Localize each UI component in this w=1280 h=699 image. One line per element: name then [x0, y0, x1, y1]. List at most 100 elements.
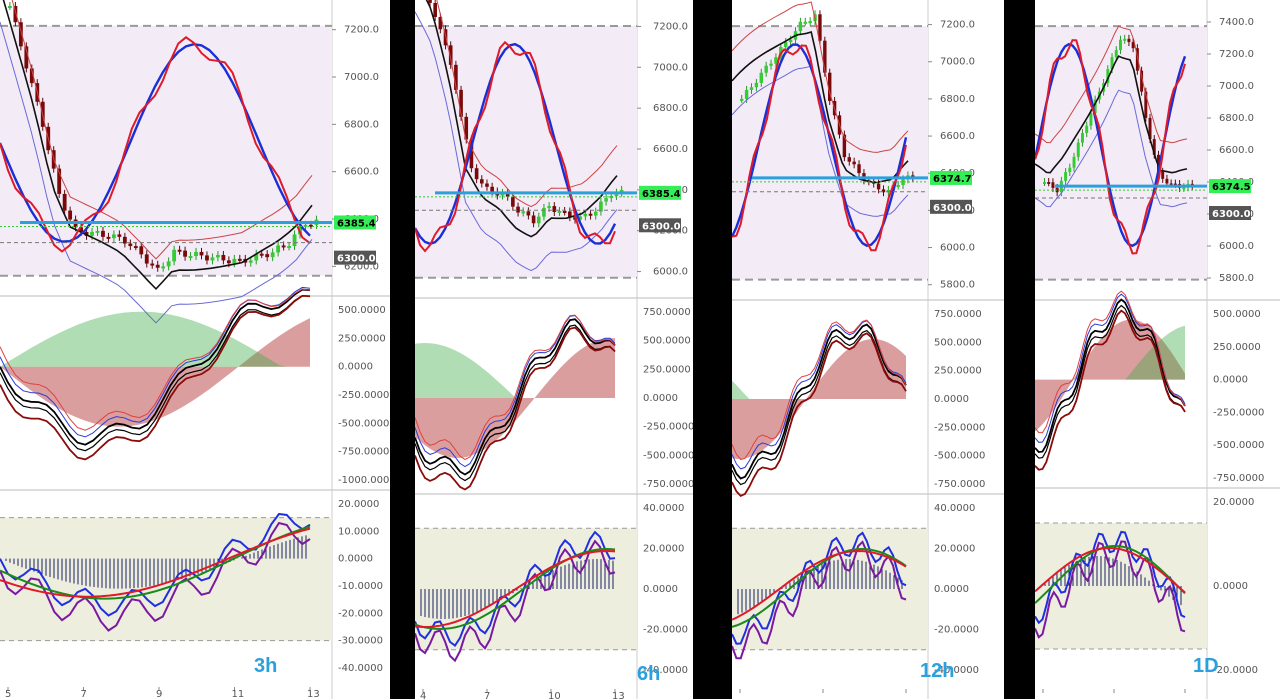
osc-green-line — [415, 547, 616, 631]
candle-body — [490, 186, 494, 192]
current-price-box — [930, 170, 972, 185]
candle-body — [1131, 42, 1135, 49]
candle-body — [79, 227, 83, 233]
macd-signal-line — [415, 324, 616, 482]
macd-tick-label: 250.0000 — [643, 364, 691, 375]
candle-body — [454, 64, 458, 90]
macd-tick-label: -500.0000 — [934, 451, 985, 462]
timeframe-label: 3h — [254, 655, 278, 677]
osc-blue-line — [1035, 530, 1186, 625]
candle-body — [479, 179, 484, 184]
candle-body — [101, 230, 105, 237]
candle-body — [542, 207, 546, 217]
chart-panel-6h: 7200.07000.06800.06600.06400.06200.06000… — [415, 0, 693, 699]
candle-body — [166, 261, 171, 267]
candle-body — [1140, 70, 1144, 92]
candle-body — [161, 266, 166, 269]
osc-blue-line — [732, 531, 907, 645]
candle-body — [1093, 99, 1097, 114]
macd-tick-label: -750.0000 — [643, 479, 693, 490]
candle-body — [221, 254, 226, 261]
macd-tick-label: -500.0000 — [338, 418, 389, 429]
moving-average-line — [1035, 55, 1188, 174]
macd-red-line — [1035, 290, 1186, 434]
candle-body — [754, 82, 759, 88]
oscillator-blue-line — [732, 43, 908, 247]
osc-tick-label: 40.0000 — [934, 503, 975, 514]
osc-tick-label: 0.0000 — [1213, 581, 1248, 592]
candle-body — [578, 216, 583, 220]
candle-body — [144, 254, 149, 264]
candle-body — [199, 251, 204, 256]
candle-body — [886, 189, 891, 193]
candle-body — [842, 134, 847, 158]
candle-body — [459, 89, 463, 117]
moving-average-line — [2, 0, 313, 291]
price-tick-label: 6000.0 — [653, 267, 688, 278]
osc-tick-label: 20.0000 — [1213, 497, 1254, 508]
chart-svg-1D: 7400.07200.07000.06800.06600.06400.06200… — [1035, 0, 1280, 699]
macd-tick-label: -250.0000 — [643, 422, 693, 433]
candle-body — [1076, 142, 1080, 157]
candle-body — [8, 6, 12, 8]
x-tick-label: 9 — [156, 689, 162, 699]
osc-tick-label: 20.0000 — [934, 544, 975, 555]
candle-body — [1114, 50, 1118, 58]
candle-body — [188, 256, 193, 259]
price-tick-label: 6000.0 — [940, 243, 975, 254]
candle-body — [155, 264, 160, 268]
level-box — [930, 199, 972, 214]
timeframe-label: 12h — [920, 660, 955, 682]
osc-tick-label: -10.0000 — [338, 581, 383, 592]
osc-tick-label: -20.0000 — [934, 625, 979, 636]
candle-body — [505, 192, 510, 197]
price-tick-label: 6600.0 — [940, 131, 975, 142]
candle-body — [205, 255, 209, 261]
candle-body — [18, 22, 23, 47]
candle-body — [24, 46, 29, 69]
osc-red-line — [732, 549, 907, 621]
chart-svg-12h: 7200.07000.06800.06600.06400.06200.06000… — [732, 0, 1004, 699]
macd-tick-label: 0.0000 — [338, 362, 373, 373]
macd-tick-label: -500.0000 — [643, 450, 693, 461]
osc-tick-label: -40.0000 — [643, 665, 688, 676]
channel-band — [1035, 26, 1207, 280]
macd-tick-label: 0.0000 — [643, 393, 678, 404]
candle-body — [433, 2, 437, 17]
candle-body — [1144, 91, 1148, 118]
price-tick-label: 6800.0 — [940, 94, 975, 105]
osc-tick-label: -20.0000 — [338, 608, 383, 619]
current-price-label: 6385.4 — [337, 218, 376, 229]
candle-body — [1161, 171, 1165, 179]
candle-body — [901, 179, 905, 185]
timeframe-label: 6h — [637, 663, 661, 685]
candle-body — [139, 246, 144, 255]
macd-red-line — [732, 319, 907, 461]
candle-body — [281, 245, 286, 248]
x-tick-label: 11 — [232, 689, 245, 699]
candle-body — [808, 21, 812, 24]
macd-tick-label: -250.0000 — [934, 422, 985, 433]
candle-body — [1047, 182, 1051, 184]
candle-body — [1127, 38, 1131, 43]
osc-purple-line — [415, 539, 616, 663]
macd-ma-line — [0, 294, 311, 461]
candle-body — [536, 216, 541, 224]
candle-body — [749, 87, 754, 90]
lower-band-line — [1035, 89, 1188, 208]
price-tick-label: 6600.0 — [1219, 145, 1254, 156]
candle-body — [784, 42, 788, 47]
candle-body — [270, 252, 275, 258]
candle-body — [226, 260, 231, 264]
macd-histogram-area — [0, 318, 310, 427]
candle-body — [531, 215, 536, 224]
price-tick-label: 7200.0 — [940, 20, 975, 31]
macd-tick-label: -1000.0000 — [338, 475, 390, 486]
candle-body — [562, 210, 567, 213]
current-price-label: 6385.4 — [642, 189, 681, 200]
candle-body — [1043, 182, 1046, 184]
osc-purple-line — [0, 521, 311, 632]
level-box — [1209, 206, 1251, 220]
candle-body — [237, 258, 242, 261]
candle-body — [303, 224, 308, 227]
